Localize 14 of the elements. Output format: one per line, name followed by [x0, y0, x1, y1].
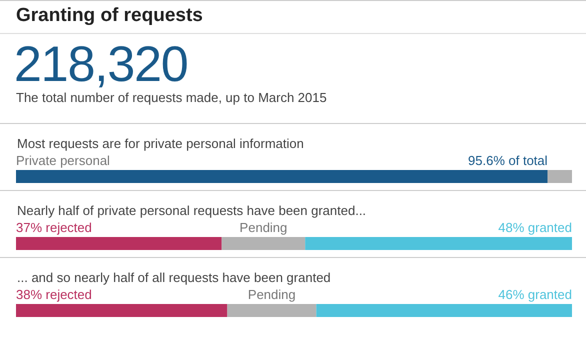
data-label: 46% granted	[498, 287, 572, 302]
series-label: Pending	[240, 220, 288, 235]
data-label: 95.6% of total	[468, 153, 548, 168]
text: Most requests are for private personal information	[17, 136, 304, 151]
chart-title: Nearly half of private personal requests have been granted...	[17, 203, 366, 218]
text: 218,320	[13, 35, 189, 92]
data-label: 38% rejected	[16, 287, 92, 302]
data-label: 48% granted	[498, 220, 572, 235]
text: The total number of requests made, up to March 2015	[15, 90, 328, 105]
data-label: 37% rejected	[16, 220, 92, 235]
chart-title: ... and so nearly half of all requests have been granted	[17, 270, 331, 285]
y-tick-label: Private personal	[16, 153, 110, 168]
text: Granting of requests	[0, 1, 586, 34]
series-label: Pending	[248, 287, 296, 302]
